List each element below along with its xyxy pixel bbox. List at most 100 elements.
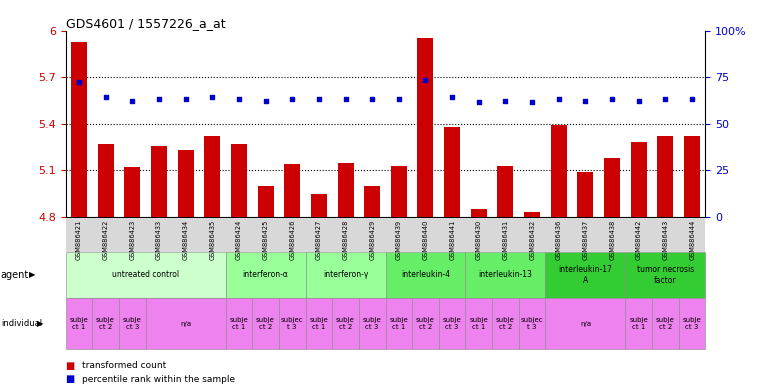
Bar bbox=[364, 186, 380, 217]
Point bbox=[206, 94, 218, 101]
Text: ▶: ▶ bbox=[37, 319, 43, 328]
Point bbox=[180, 96, 192, 102]
Text: ■: ■ bbox=[66, 361, 75, 371]
Bar bbox=[497, 166, 513, 217]
Bar bbox=[658, 136, 674, 217]
Text: subje
ct 2: subje ct 2 bbox=[256, 317, 275, 330]
Point bbox=[126, 98, 138, 104]
Text: GSM886421: GSM886421 bbox=[76, 219, 82, 260]
Text: interleukin-13: interleukin-13 bbox=[479, 270, 533, 280]
Text: interferon-α: interferon-α bbox=[243, 270, 288, 280]
Text: subje
ct 3: subje ct 3 bbox=[363, 317, 382, 330]
Text: tumor necrosis
factor: tumor necrosis factor bbox=[637, 265, 694, 285]
Text: subje
ct 2: subje ct 2 bbox=[336, 317, 355, 330]
Text: subjec
t 3: subjec t 3 bbox=[521, 317, 544, 330]
Text: interleukin-17
A: interleukin-17 A bbox=[558, 265, 612, 285]
Point bbox=[339, 96, 352, 102]
Text: GSM886433: GSM886433 bbox=[156, 219, 162, 260]
Point bbox=[99, 94, 112, 101]
Text: untreated control: untreated control bbox=[112, 270, 179, 280]
Bar bbox=[258, 186, 274, 217]
Point bbox=[686, 96, 699, 102]
Point bbox=[313, 96, 325, 102]
Text: GSM886432: GSM886432 bbox=[529, 219, 535, 260]
Bar bbox=[418, 38, 433, 217]
Text: subje
ct 1: subje ct 1 bbox=[69, 317, 88, 330]
Point bbox=[579, 98, 591, 104]
Text: subje
ct 3: subje ct 3 bbox=[123, 317, 142, 330]
Bar bbox=[444, 127, 460, 217]
Text: subje
ct 1: subje ct 1 bbox=[470, 317, 488, 330]
Text: GSM886435: GSM886435 bbox=[209, 219, 215, 260]
Text: ▶: ▶ bbox=[29, 270, 35, 280]
Point bbox=[446, 94, 458, 101]
Bar bbox=[391, 166, 407, 217]
Point bbox=[633, 98, 645, 104]
Text: subje
ct 2: subje ct 2 bbox=[96, 317, 115, 330]
Text: GSM886425: GSM886425 bbox=[262, 219, 268, 260]
Point bbox=[526, 99, 538, 105]
Point bbox=[419, 77, 432, 83]
Text: GSM886424: GSM886424 bbox=[236, 219, 242, 260]
Point bbox=[606, 96, 618, 102]
Bar bbox=[524, 212, 540, 217]
Text: GSM886431: GSM886431 bbox=[503, 219, 509, 260]
Text: GDS4601 / 1557226_a_at: GDS4601 / 1557226_a_at bbox=[66, 17, 225, 30]
Point bbox=[553, 96, 565, 102]
Text: interferon-γ: interferon-γ bbox=[323, 270, 369, 280]
Text: n/a: n/a bbox=[180, 321, 191, 327]
Bar bbox=[631, 142, 647, 217]
Text: GSM886444: GSM886444 bbox=[689, 219, 695, 260]
Text: GSM886430: GSM886430 bbox=[476, 219, 482, 260]
Bar bbox=[231, 144, 247, 217]
Point bbox=[500, 98, 512, 104]
Text: subje
ct 2: subje ct 2 bbox=[496, 317, 515, 330]
Bar bbox=[177, 150, 194, 217]
Point bbox=[72, 79, 85, 85]
Bar bbox=[604, 158, 620, 217]
Text: GSM886429: GSM886429 bbox=[369, 219, 375, 260]
Bar bbox=[151, 146, 167, 217]
Point bbox=[366, 96, 379, 102]
Text: GSM886423: GSM886423 bbox=[130, 219, 135, 260]
Text: subje
ct 1: subje ct 1 bbox=[629, 317, 648, 330]
Text: subje
ct 3: subje ct 3 bbox=[683, 317, 702, 330]
Text: GSM886437: GSM886437 bbox=[582, 219, 588, 260]
Text: GSM886436: GSM886436 bbox=[556, 219, 562, 260]
Point bbox=[392, 96, 405, 102]
Text: GSM886439: GSM886439 bbox=[396, 219, 402, 260]
Text: GSM886426: GSM886426 bbox=[289, 219, 295, 260]
Bar bbox=[550, 126, 567, 217]
Text: transformed count: transformed count bbox=[82, 361, 167, 370]
Bar bbox=[284, 164, 300, 217]
Text: subje
ct 1: subje ct 1 bbox=[389, 317, 408, 330]
Bar bbox=[311, 194, 327, 217]
Point bbox=[473, 99, 485, 105]
Text: subje
ct 1: subje ct 1 bbox=[230, 317, 248, 330]
Text: GSM886442: GSM886442 bbox=[636, 219, 641, 260]
Point bbox=[259, 98, 271, 104]
Text: GSM886440: GSM886440 bbox=[423, 219, 429, 260]
Text: ■: ■ bbox=[66, 374, 75, 384]
Bar bbox=[204, 136, 221, 217]
Text: subjec
t 3: subjec t 3 bbox=[281, 317, 304, 330]
Text: percentile rank within the sample: percentile rank within the sample bbox=[82, 375, 236, 384]
Text: GSM886438: GSM886438 bbox=[609, 219, 615, 260]
Bar bbox=[97, 144, 113, 217]
Text: GSM886422: GSM886422 bbox=[103, 219, 109, 260]
Point bbox=[286, 96, 298, 102]
Bar bbox=[124, 167, 140, 217]
Text: GSM886443: GSM886443 bbox=[662, 219, 668, 260]
Bar bbox=[577, 172, 594, 217]
Bar bbox=[684, 136, 700, 217]
Text: subje
ct 3: subje ct 3 bbox=[443, 317, 462, 330]
Text: n/a: n/a bbox=[580, 321, 591, 327]
Text: subje
ct 2: subje ct 2 bbox=[656, 317, 675, 330]
Text: GSM886441: GSM886441 bbox=[449, 219, 455, 260]
Text: GSM886434: GSM886434 bbox=[183, 219, 189, 260]
Bar bbox=[71, 41, 87, 217]
Point bbox=[233, 96, 245, 102]
Bar bbox=[471, 209, 487, 217]
Bar bbox=[338, 163, 353, 217]
Text: interleukin-4: interleukin-4 bbox=[401, 270, 450, 280]
